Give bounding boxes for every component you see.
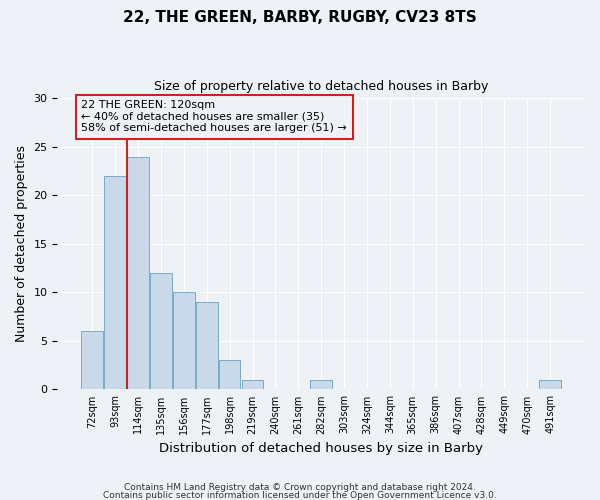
Bar (82, 331, 103, 390)
Bar (219, 360, 241, 390)
Text: Contains HM Land Registry data © Crown copyright and database right 2024.: Contains HM Land Registry data © Crown c… (124, 484, 476, 492)
Bar (310, 380, 332, 390)
Title: Size of property relative to detached houses in Barby: Size of property relative to detached ho… (154, 80, 488, 93)
X-axis label: Distribution of detached houses by size in Barby: Distribution of detached houses by size … (159, 442, 483, 455)
Bar (150, 273, 172, 390)
Bar (539, 380, 561, 390)
Text: 22, THE GREEN, BARBY, RUGBY, CV23 8TS: 22, THE GREEN, BARBY, RUGBY, CV23 8TS (123, 10, 477, 25)
Bar (127, 156, 149, 390)
Bar (173, 292, 195, 390)
Bar (242, 380, 263, 390)
Y-axis label: Number of detached properties: Number of detached properties (15, 146, 28, 342)
Text: 22 THE GREEN: 120sqm
← 40% of detached houses are smaller (35)
58% of semi-detac: 22 THE GREEN: 120sqm ← 40% of detached h… (81, 100, 347, 134)
Bar (196, 302, 218, 390)
Bar (104, 176, 126, 390)
Text: Contains public sector information licensed under the Open Government Licence v3: Contains public sector information licen… (103, 490, 497, 500)
